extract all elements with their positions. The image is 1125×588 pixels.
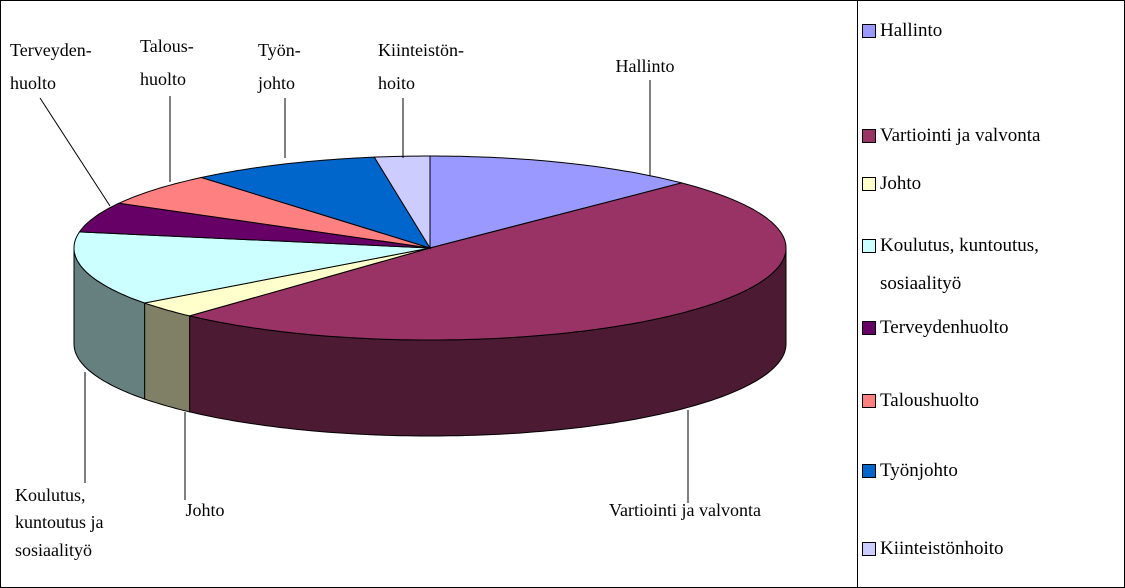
slice bbox=[373, 155, 431, 250]
leader-line bbox=[39, 97, 111, 207]
data-label: Terveyden- bbox=[10, 40, 92, 60]
data-label: Koulutus, bbox=[15, 485, 86, 505]
legend-label: Kiinteistönhoito bbox=[880, 538, 1004, 559]
legend-swatch bbox=[862, 24, 876, 38]
legend-swatch bbox=[862, 542, 876, 556]
legend-swatch bbox=[862, 321, 876, 335]
data-label: huolto bbox=[140, 69, 186, 89]
legend-item: Työnjohto bbox=[862, 452, 1118, 490]
legend-item: Hallinto bbox=[862, 12, 1118, 50]
slice bbox=[142, 247, 431, 317]
legend-label: Taloushuolto bbox=[880, 390, 979, 411]
slice bbox=[117, 176, 431, 249]
slice-side bbox=[144, 302, 191, 413]
data-label: Vartiointi ja valvonta bbox=[609, 500, 761, 520]
legend-swatch bbox=[862, 394, 876, 408]
slice bbox=[78, 202, 431, 249]
legend-item: Vartiointi ja valvonta bbox=[862, 117, 1118, 155]
data-label: kuntoutus ja bbox=[15, 512, 104, 532]
data-label: hoito bbox=[378, 73, 415, 93]
legend-item: Johto bbox=[862, 165, 1118, 203]
legend-label: Hallinto bbox=[880, 20, 943, 41]
data-label: Hallinto bbox=[616, 56, 675, 76]
legend-label: Vartiointi ja valvonta bbox=[880, 125, 1041, 146]
legend-label: Koulutus, kuntoutus, sosiaalityö bbox=[880, 235, 1039, 294]
legend-swatch bbox=[862, 177, 876, 191]
data-label: Työn- bbox=[258, 40, 301, 60]
legend: Hallinto Vartiointi ja valvonta Johto Koulu… bbox=[858, 0, 1120, 586]
legend-label: Terveydenhuolto bbox=[880, 317, 1009, 338]
legend-item: Terveydenhuolto bbox=[862, 309, 1118, 347]
data-label: johto bbox=[257, 73, 295, 93]
slice bbox=[73, 231, 431, 304]
legend-label: Johto bbox=[880, 173, 922, 194]
data-label: Talous- bbox=[140, 36, 194, 56]
legend-swatch bbox=[862, 129, 876, 143]
data-label: Kiinteistön- bbox=[378, 40, 464, 60]
data-label: huolto bbox=[10, 73, 56, 93]
legend-swatch bbox=[862, 464, 876, 478]
legend-item: Koulutus, kuntoutus, sosiaalityö bbox=[862, 227, 1118, 303]
legend-label: Työnjohto bbox=[880, 460, 958, 481]
data-label: Johto bbox=[185, 500, 224, 520]
slice bbox=[199, 156, 432, 249]
data-label: sosiaalityö bbox=[15, 540, 92, 560]
slice bbox=[189, 182, 787, 341]
legend-swatch bbox=[862, 239, 876, 253]
legend-item: Kiinteistönhoito bbox=[862, 530, 1118, 568]
legend-item: Taloushuolto bbox=[862, 382, 1118, 420]
